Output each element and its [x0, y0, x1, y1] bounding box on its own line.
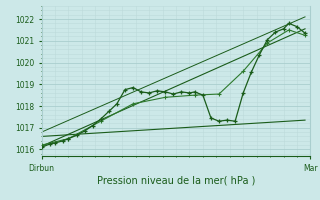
- X-axis label: Pression niveau de la mer( hPa ): Pression niveau de la mer( hPa ): [97, 175, 255, 185]
